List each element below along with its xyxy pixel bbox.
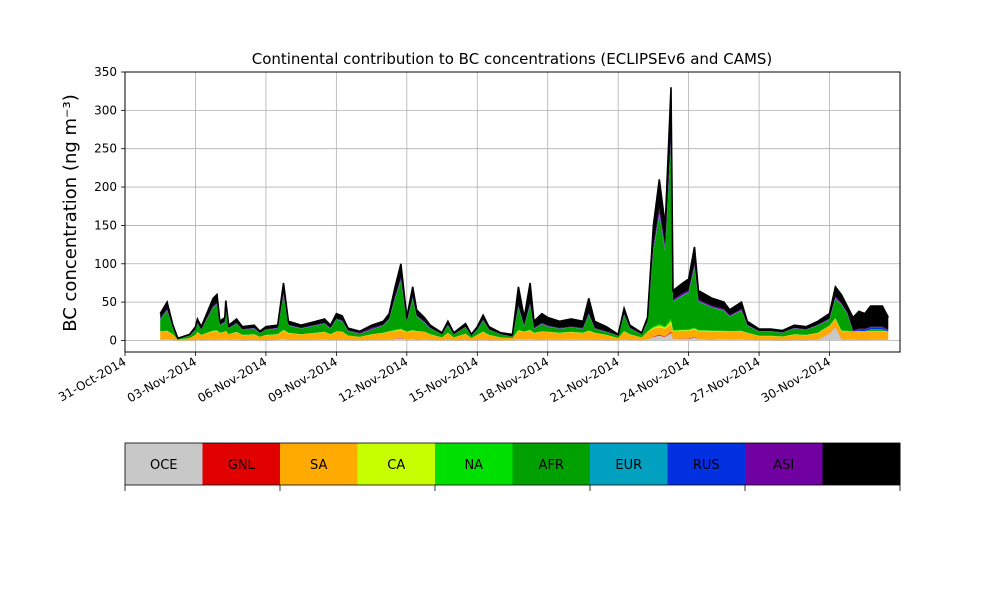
y-tick-label: 150 [94, 218, 117, 232]
area-series-asi [160, 132, 889, 339]
chart-title: Continental contribution to BC concentra… [252, 50, 773, 68]
legend-label-ca: CA [387, 458, 405, 473]
x-tick-label: 03-Nov-2014 [125, 354, 199, 405]
stacked-area-layer [159, 87, 890, 341]
legend-label-oce: OCE [150, 458, 178, 473]
axes-layer: 0 50 100 150 200 250 300 350 31-Oct-201403-Nov-2… [56, 65, 901, 405]
legend-swatch-gnl [202, 443, 281, 485]
legend-swatch-sa [280, 443, 358, 485]
legend-swatch-na [435, 443, 513, 485]
area-series-aus [160, 87, 889, 339]
grid-layer [124, 71, 900, 352]
x-tick-label: 09-Nov-2014 [266, 354, 340, 405]
colorbar-legend: OCE GNL SA CA NA AFR EUR RUS ASI AUS [124, 442, 901, 491]
legend-frame [124, 442, 901, 486]
y-tick-label: 300 [94, 103, 117, 117]
y-tick-label: 200 [94, 180, 117, 194]
plot-frame [124, 71, 901, 353]
y-tick-label: 50 [102, 295, 117, 309]
y-tick-label: 100 [94, 257, 117, 271]
legend-label-afr: AFR [539, 458, 564, 473]
y-tick-label: 250 [94, 142, 117, 156]
area-series-afr [160, 144, 889, 340]
legend-swatch-rus [667, 443, 746, 485]
legend-label-eur: EUR [615, 458, 642, 473]
area-series-eur [160, 141, 889, 339]
legend-swatch-asi [745, 443, 823, 485]
legend-label-sa: SA [310, 458, 327, 473]
legend-swatch-oce [125, 443, 203, 485]
legend-label-rus: RUS [693, 458, 720, 473]
legend-label-gnl: GNL [228, 458, 256, 473]
x-tick-label: 27-Nov-2014 [688, 354, 762, 405]
y-tick-label: 350 [94, 65, 117, 79]
total-line [159, 87, 890, 340]
x-tick-label: 12-Nov-2014 [336, 354, 410, 405]
y-axis-label: BC concentration (ng m⁻³) [60, 94, 81, 332]
legend-label-asi: ASI [773, 458, 794, 473]
x-tick-label: 31-Oct-2014 [56, 354, 128, 404]
legend-label-aus: AUS [848, 458, 875, 473]
legend-swatch-afr [512, 443, 591, 485]
y-tick-label: 0 [109, 333, 117, 347]
x-tick-label: 21-Nov-2014 [547, 354, 621, 405]
x-tick-label: 30-Nov-2014 [759, 354, 833, 405]
legend-swatch-eur [590, 443, 668, 485]
x-tick-label: 18-Nov-2014 [477, 354, 551, 405]
x-tick-label: 06-Nov-2014 [195, 354, 269, 405]
area-series-sa [160, 319, 889, 341]
area-series-rus [160, 140, 889, 339]
legend-swatch-aus [822, 443, 901, 485]
legend-swatch-ca [357, 443, 436, 485]
x-tick-label: 24-Nov-2014 [618, 354, 692, 405]
legend-label-na: NA [464, 458, 483, 473]
x-tick-label: 15-Nov-2014 [407, 354, 481, 405]
